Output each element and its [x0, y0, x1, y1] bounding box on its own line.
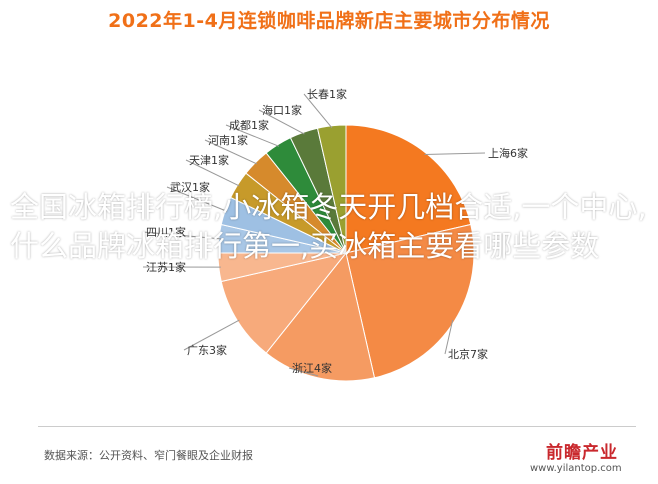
slice-label-10: 成都1家 [229, 118, 269, 132]
leader-line-6 [142, 231, 221, 240]
overlay-headline: 全国冰箱排行榜,小冰箱冬天开几档合适,一个中心,什么品牌冰箱排行第一,买冰箱主要… [10, 190, 647, 263]
slice-label-3: 浙江4家 [292, 361, 332, 375]
leader-line-10 [225, 124, 280, 147]
slice-label-12: 长春1家 [307, 87, 347, 101]
slice-label-8: 天津1家 [189, 153, 229, 167]
leader-line-11 [258, 109, 305, 135]
leader-line-7 [166, 186, 228, 212]
leader-line-12 [303, 93, 333, 129]
slice-label-1: 上海6家 [488, 146, 528, 160]
slice-label-9: 河南1家 [208, 133, 248, 147]
slice-label-11: 海口1家 [262, 103, 302, 117]
slice-label-4: 广东3家 [187, 343, 227, 357]
brand-url: www.yilantop.com [530, 463, 622, 474]
leader-line-4 [183, 319, 240, 351]
leader-line-1 [424, 152, 486, 155]
pie-slice-1 [345, 124, 472, 254]
pie-slice-3 [265, 251, 376, 382]
pie-slice-2 [345, 223, 475, 379]
leader-line-8 [185, 159, 240, 187]
pie-slice-12 [316, 124, 347, 254]
data-source: 数据来源：公开资料、窄门餐眼及企业财报 [44, 449, 253, 462]
slice-label-6: 四川1家 [146, 225, 186, 239]
leader-line-3 [288, 367, 319, 377]
brand-logo: 前瞻产业 [546, 443, 618, 463]
slice-label-2: 北京7家 [448, 347, 488, 361]
footer-divider [38, 426, 636, 427]
slice-label-5: 江苏1家 [146, 260, 186, 274]
chart-title: 2022年1-4月连锁咖啡品牌新店主要城市分布情况 [108, 10, 550, 32]
leader-line-2 [444, 319, 454, 355]
slice-label-7: 武汉1家 [170, 180, 210, 194]
leader-line-9 [204, 139, 258, 165]
